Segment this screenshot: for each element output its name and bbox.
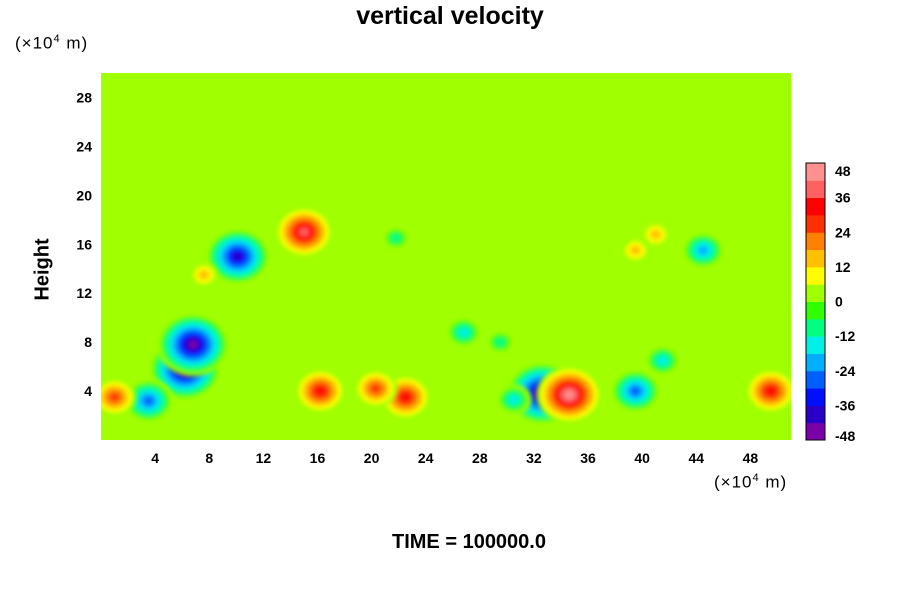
colorbar-swatch (806, 370, 825, 389)
x-tick-label: 12 (256, 450, 272, 466)
x-tick-label: 24 (418, 450, 434, 466)
x-tick-label: 8 (205, 450, 213, 466)
contour-feature (123, 378, 174, 423)
colorbar-swatch (806, 214, 825, 233)
y-tick-label: 28 (76, 89, 92, 105)
contour-feature (641, 222, 670, 247)
x-tick-label: 4 (151, 450, 159, 466)
chart-title: vertical velocity (356, 2, 544, 30)
colorbar-swatch (806, 405, 825, 424)
colorbar-tick-label: -48 (835, 428, 855, 444)
contour-feature (745, 369, 791, 414)
colorbar-swatch (806, 422, 825, 441)
colorbar-swatch (806, 163, 825, 181)
contour-feature (354, 369, 398, 408)
time-label: TIME = 100000.0 (392, 531, 546, 553)
contour-feature (621, 237, 650, 263)
colorbar-tick-label: -36 (835, 397, 855, 413)
y-tick-label: 20 (76, 187, 92, 203)
x-axis-unit: (×104 m) (714, 472, 788, 492)
colorbar-swatch (806, 318, 825, 337)
colorbar-swatch (806, 180, 825, 199)
x-tick-label: 28 (472, 450, 488, 466)
colorbar-frame (805, 162, 826, 441)
colorbar-swatch (806, 388, 825, 406)
colorbar-swatch (806, 249, 825, 268)
contour-feature (681, 231, 725, 270)
x-axis-ticks: 4 8 12 16 20 24 28 32 36 40 44 48 (151, 450, 758, 466)
colorbar (805, 162, 826, 441)
colorbar-swatch (806, 301, 825, 320)
contour-feature (381, 225, 411, 251)
contour-feature (274, 206, 333, 258)
colorbar-tick-label: 12 (835, 259, 851, 275)
y-tick-label: 12 (76, 285, 92, 301)
x-tick-label: 40 (634, 450, 650, 466)
colorbar-ticks: 48 36 24 12 0 -12 -24 -36 -48 (835, 163, 855, 444)
colorbar-tick-label: 36 (835, 190, 851, 206)
contour-feature (204, 228, 271, 285)
contour-fields (101, 206, 791, 426)
colorbar-swatch (806, 232, 825, 251)
colorbar-swatch (806, 266, 825, 285)
colorbar-tick-label: -24 (835, 363, 855, 379)
contour-feature (294, 369, 346, 414)
colorbar-tick-label: 24 (835, 224, 851, 240)
colorbar-swatch (806, 336, 825, 354)
contour-feature (485, 329, 515, 355)
x-tick-label: 48 (743, 450, 759, 466)
x-tick-label: 44 (689, 450, 705, 466)
colorbar-tick-label: -12 (835, 328, 855, 344)
contour-feature (445, 316, 482, 348)
colorbar-tick-label: 48 (835, 163, 851, 179)
contour-feature (156, 312, 230, 377)
colorbar-swatch (806, 197, 825, 216)
colorbar-tick-label: 0 (835, 294, 843, 310)
x-tick-label: 32 (526, 450, 542, 466)
contour-feature (610, 369, 661, 414)
contour-feature (189, 262, 219, 288)
colorbar-swatch (806, 353, 825, 372)
y-tick-label: 4 (84, 383, 92, 399)
contour-feature (495, 384, 532, 416)
y-axis-unit: (×104 m) (15, 33, 89, 53)
contour-feature (101, 378, 137, 416)
y-tick-label: 16 (76, 236, 92, 252)
y-axis-ticks: 4 8 12 16 20 24 28 (76, 89, 92, 399)
contour-feature (644, 344, 681, 377)
contour-feature (536, 366, 602, 424)
x-tick-label: 16 (310, 450, 326, 466)
y-tick-label: 24 (76, 138, 92, 154)
y-tick-label: 8 (84, 334, 92, 350)
x-tick-label: 20 (364, 450, 380, 466)
x-tick-label: 36 (580, 450, 596, 466)
colorbar-swatch (806, 284, 825, 302)
